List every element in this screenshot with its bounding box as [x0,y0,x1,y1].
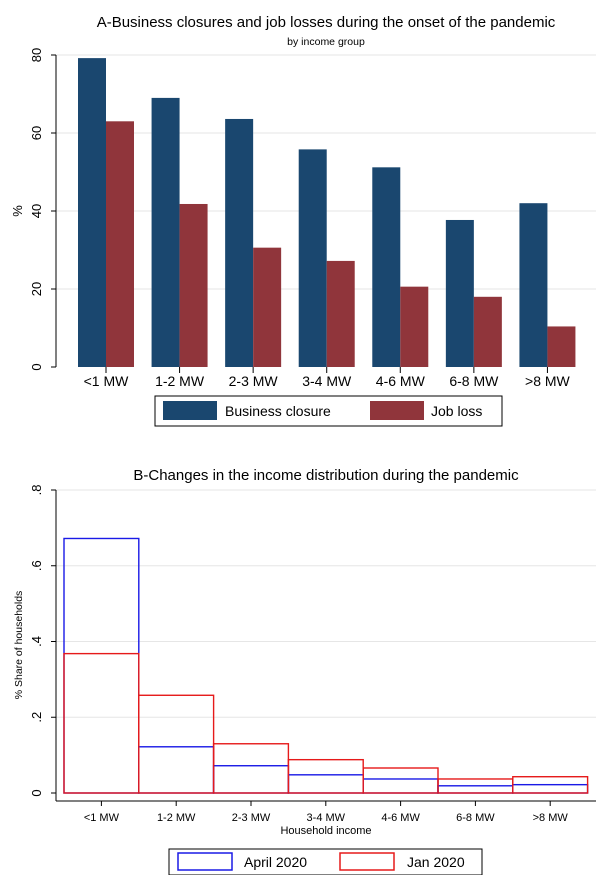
panel-a-title: A-Business closures and job losses durin… [97,14,556,31]
panel-a-legend: Business closure Job loss [154,395,503,427]
y-tick-label: 20 [29,282,44,296]
y-tick-label: .2 [29,712,44,723]
panel-b: B-Changes in the income distribution dur… [13,467,596,875]
y-tick-label: 0 [29,789,44,796]
bar-business-closure-1-mw [78,58,106,368]
x-tick-label: 3-4 MW [307,812,346,824]
y-tick-label: 40 [29,204,44,218]
bar-jan-2020-1-2-mw [138,694,215,794]
bar-business-closure-8-mw [519,203,548,367]
panel-b-y-axis-label: % Share of households [13,591,25,700]
x-tick-label: >8 MW [525,373,571,389]
panel-a-bars [78,58,576,368]
x-tick-label: 4-6 MW [381,812,420,824]
bar-business-closure-4-6-mw [372,167,401,367]
bar-job-loss-6-8-mw [473,296,502,367]
y-tick-label: 0 [29,363,44,370]
x-tick-label: <1 MW [84,812,120,824]
panel-b-legend: April 2020 Jan 2020 [168,848,483,875]
bar-april-2020-3-4-mw [287,774,364,794]
bar-jan-2020-1-mw [63,652,140,794]
bar-april-2020-6-8-mw [437,785,514,794]
x-tick-label: 4-6 MW [376,373,426,389]
x-tick-label: 1-2 MW [155,373,205,389]
x-tick-label: <1 MW [84,373,130,389]
x-tick-label: 2-3 MW [229,373,279,389]
x-tick-label: 2-3 MW [232,812,271,824]
y-tick-label: 80 [29,48,44,62]
panel-b-bars [63,537,589,794]
panel-b-x-ticks: <1 MW 1-2 MW 2-3 MW 3-4 MW 4-6 MW 6-8 MW >8 MW [84,801,569,824]
bar-business-closure-1-2-mw [151,97,180,368]
bar-jan-2020-3-4-mw [287,758,364,794]
bar-job-loss-2-3-mw [253,247,282,367]
legend-label-job-loss: Job loss [431,403,482,419]
bar-april-2020-2-3-mw [212,765,290,794]
x-tick-label: 3-4 MW [302,373,352,389]
bar-jan-2020-2-3-mw [212,743,290,794]
panel-a: A-Business closures and job losses durin… [10,14,596,427]
x-tick-label: 6-8 MW [456,812,495,824]
y-tick-label: .6 [29,560,44,571]
x-tick-label: >8 MW [533,812,569,824]
panel-b-gridlines [56,489,596,718]
panel-a-subtitle: by income group [287,36,365,48]
panel-b-title: B-Changes in the income distribution dur… [133,467,519,484]
legend-swatch-april-2020 [177,852,233,871]
bar-job-loss-3-4-mw [326,260,355,367]
x-tick-label: 1-2 MW [157,812,196,824]
bar-april-2020-8-mw [512,783,589,794]
bar-jan-2020-4-6-mw [362,767,439,794]
y-tick-label: .8 [29,485,44,496]
legend-swatch-jan-2020 [339,852,395,871]
legend-swatch-business-closure [163,401,217,420]
panel-a-y-ticks: 0 20 40 60 80 [29,48,56,371]
panel-b-x-axis-label: Household income [280,825,371,837]
bar-job-loss-1-mw [106,121,134,367]
panel-a-x-ticks: <1 MW 1-2 MW 2-3 MW 3-4 MW 4-6 MW 6-8 MW >8 MW [84,367,571,389]
bar-business-closure-6-8-mw [445,219,474,367]
bar-april-2020-1-2-mw [138,746,215,794]
bar-job-loss-1-2-mw [179,203,208,367]
x-tick-label: 6-8 MW [449,373,499,389]
bar-job-loss-8-mw [547,326,576,367]
y-tick-label: 60 [29,126,44,140]
legend-label-business-closure: Business closure [225,403,331,419]
legend-label-jan-2020: Jan 2020 [407,854,465,870]
bar-april-2020-4-6-mw [362,778,439,794]
bar-job-loss-4-6-mw [400,286,429,367]
bar-april-2020-1-mw [63,537,140,794]
bar-business-closure-3-4-mw [298,149,327,367]
legend-swatch-job-loss [370,401,424,420]
panel-a-y-axis-label: % [10,205,25,217]
panel-b-y-ticks: 0 .2 .4 .6 .8 [29,485,56,797]
bar-jan-2020-8-mw [512,776,589,794]
y-tick-label: .4 [29,636,44,647]
bar-business-closure-2-3-mw [225,118,254,368]
legend-label-april-2020: April 2020 [244,854,307,870]
